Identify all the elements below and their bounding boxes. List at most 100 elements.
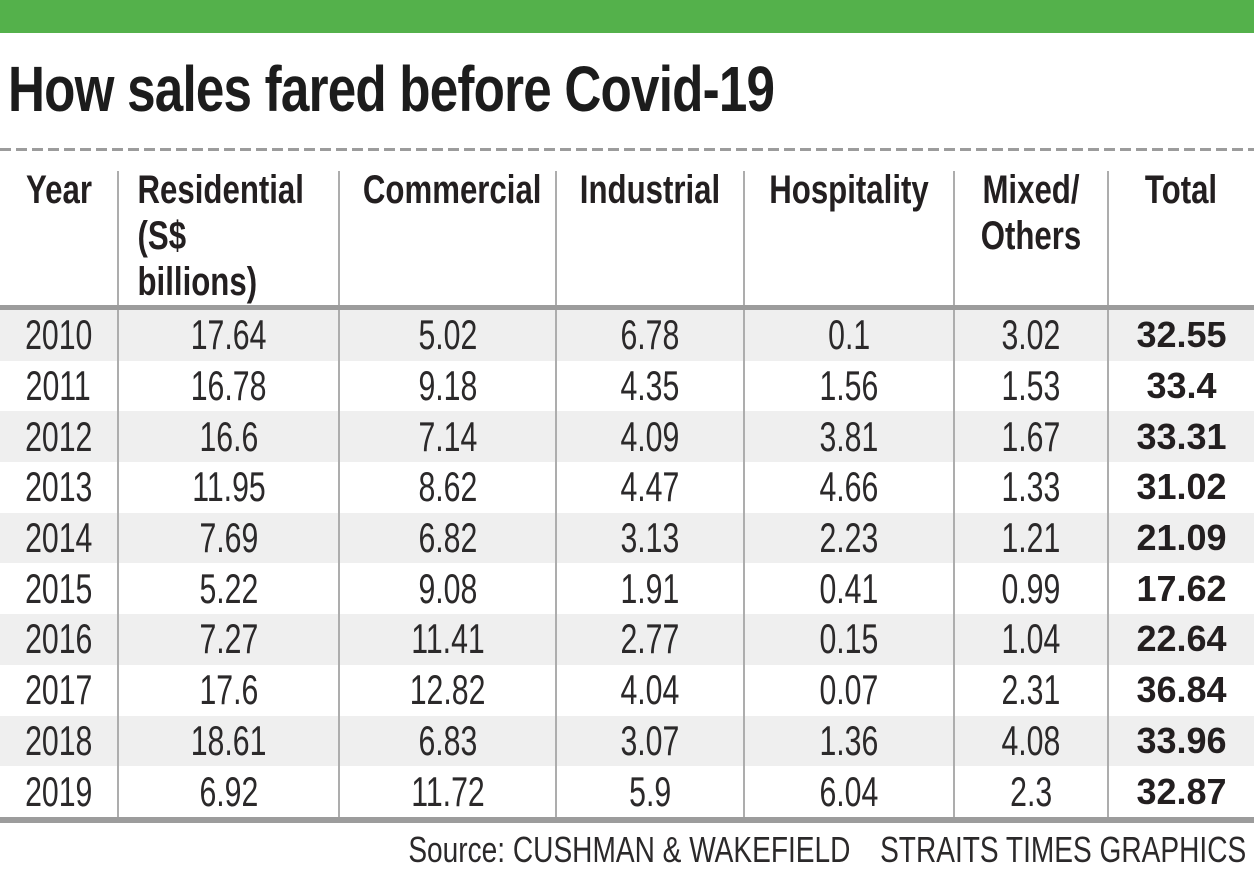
- cell-value: 1.56: [819, 362, 879, 410]
- cell-year-2017: 2017: [0, 665, 118, 716]
- cell-industrial-2014: 3.13: [555, 512, 744, 564]
- page-title: How sales fared before Covid-19: [8, 53, 775, 125]
- accent-bar: [0, 0, 1254, 33]
- cell-value: 2013: [24, 463, 93, 511]
- cell-value: 2018: [24, 716, 93, 764]
- cell-hospitality-2016: 0.15: [743, 614, 954, 665]
- cell-value: 1.91: [620, 564, 680, 612]
- cell-residential-2010: 17.64: [117, 307, 339, 361]
- cell-value: 1.53: [1001, 362, 1061, 410]
- cell-industrial-2010: 6.78: [555, 307, 744, 361]
- cell-value: 1.21: [1001, 514, 1061, 562]
- cell-value: 1.67: [1001, 412, 1061, 460]
- cell-hospitality-2017: 0.07: [743, 664, 954, 716]
- cell-value: 4.35: [620, 362, 680, 410]
- cell-total-2015: 17.62: [1107, 563, 1254, 615]
- cell-residential-2013: 11.95: [117, 462, 339, 513]
- cell-value: 7.27: [199, 615, 258, 663]
- cell-year-2015: 2015: [0, 563, 118, 614]
- column-header-commercial: Commercial: [338, 151, 556, 310]
- table-row-2018: 2018 18.61 6.83 3.07 1.36 4.08 33.96: [0, 715, 1254, 767]
- cell-value: 6.83: [418, 716, 477, 764]
- table-row-2014: 2014 7.69 6.82 3.13 2.23 1.21 21.09: [0, 512, 1254, 564]
- cell-residential-2016: 7.27: [117, 614, 339, 665]
- cell-total-2018: 33.96: [1107, 715, 1254, 767]
- cell-value: 33.31: [1136, 415, 1227, 457]
- cell-year-2016: 2016: [0, 614, 118, 665]
- cell-year-2013: 2013: [0, 462, 118, 513]
- cell-year-2011: 2011: [0, 361, 118, 412]
- column-header-hospitality: Hospitality: [743, 151, 954, 310]
- cell-value: 4.04: [620, 666, 680, 714]
- cell-value: 4.08: [1001, 716, 1061, 764]
- cell-mixed-others-2015: 0.99: [953, 563, 1108, 615]
- cell-value: 1.04: [1001, 615, 1061, 663]
- cell-value: 4.66: [819, 463, 879, 511]
- column-header-label: Total: [1144, 168, 1218, 212]
- cell-value: 3.07: [620, 716, 680, 764]
- column-header-label: Others: [980, 214, 1082, 258]
- column-header-label: Residential: [137, 168, 304, 212]
- column-header-year: Year: [0, 151, 118, 310]
- cell-hospitality-2014: 2.23: [743, 512, 954, 564]
- cell-value: 6.78: [620, 311, 680, 359]
- cell-hospitality-2013: 4.66: [743, 462, 954, 513]
- cell-value: 32.55: [1136, 314, 1227, 356]
- cell-year-2019: 2019: [0, 766, 118, 823]
- source-credit: Source: CUSHMAN & WAKEFIELD: [408, 828, 851, 870]
- cell-mixed-others-2012: 1.67: [953, 411, 1108, 463]
- table-row-2011: 2011 16.78 9.18 4.35 1.56 1.53 33.4: [0, 360, 1254, 412]
- cell-mixed-others-2014: 1.21: [953, 512, 1108, 564]
- cell-commercial-2010: 5.02: [338, 307, 556, 361]
- cell-value: 6.92: [199, 767, 258, 815]
- cell-value: 17.62: [1136, 567, 1227, 609]
- cell-commercial-2014: 6.82: [338, 512, 556, 564]
- cell-value: 3.13: [620, 514, 680, 562]
- table-row-2015: 2015 5.22 9.08 1.91 0.41 0.99 17.62: [0, 563, 1254, 615]
- cell-value: 2011: [25, 362, 92, 410]
- column-header-residential: Residential (S$ billions): [117, 151, 339, 310]
- cell-hospitality-2015: 0.41: [743, 563, 954, 615]
- dashed-divider: [0, 148, 1254, 151]
- cell-value: 32.87: [1136, 770, 1227, 812]
- cell-value: 6.04: [819, 767, 879, 815]
- cell-mixed-others-2010: 3.02: [953, 307, 1108, 361]
- cell-value: 2010: [24, 311, 93, 359]
- cell-value: 0.1: [827, 311, 871, 359]
- cell-value: 9.08: [418, 564, 477, 612]
- header-row: Year Residential (S$ billions) Commercial In…: [0, 151, 1254, 310]
- cell-total-2014: 21.09: [1107, 512, 1254, 564]
- cell-value: 12.82: [409, 666, 486, 714]
- cell-industrial-2015: 1.91: [555, 563, 744, 615]
- column-header-label: Hospitality: [769, 168, 929, 212]
- column-header-label: Year: [26, 168, 92, 212]
- cell-industrial-2012: 4.09: [555, 411, 744, 463]
- cell-industrial-2017: 4.04: [555, 664, 744, 716]
- table-row-2010: 2010 17.64 5.02 6.78 0.1 3.02 32.55: [0, 307, 1254, 361]
- cell-value: 0.41: [819, 564, 879, 612]
- table-row-2019: 2019 6.92 11.72 5.9 6.04 2.3 32.87: [0, 766, 1254, 823]
- cell-value: 11.41: [410, 615, 485, 663]
- table-row-2016: 2016 7.27 11.41 2.77 0.15 1.04 22.64: [0, 614, 1254, 665]
- cell-commercial-2015: 9.08: [338, 563, 556, 615]
- table-row-2017: 2017 17.6 12.82 4.04 0.07 2.31 36.84: [0, 664, 1254, 716]
- cell-commercial-2013: 8.62: [338, 462, 556, 513]
- table-row-2012: 2012 16.6 7.14 4.09 3.81 1.67 33.31: [0, 411, 1254, 463]
- cell-value: 17.6: [199, 666, 258, 714]
- cell-value: 11.95: [191, 463, 266, 511]
- cell-total-2010: 32.55: [1107, 307, 1254, 361]
- cell-value: 2016: [24, 615, 93, 663]
- cell-value: 4.09: [620, 412, 680, 460]
- cell-value: 7.69: [199, 514, 258, 562]
- cell-value: 2012: [24, 412, 93, 460]
- cell-value: 0.07: [819, 666, 879, 714]
- cell-industrial-2019: 5.9: [555, 766, 744, 823]
- cell-industrial-2016: 2.77: [555, 614, 744, 665]
- cell-value: 8.62: [418, 463, 477, 511]
- cell-value: 5.02: [418, 311, 477, 359]
- cell-total-2017: 36.84: [1107, 664, 1254, 716]
- cell-value: 0.99: [1001, 564, 1061, 612]
- cell-value: 2.77: [620, 615, 680, 663]
- cell-hospitality-2012: 3.81: [743, 411, 954, 463]
